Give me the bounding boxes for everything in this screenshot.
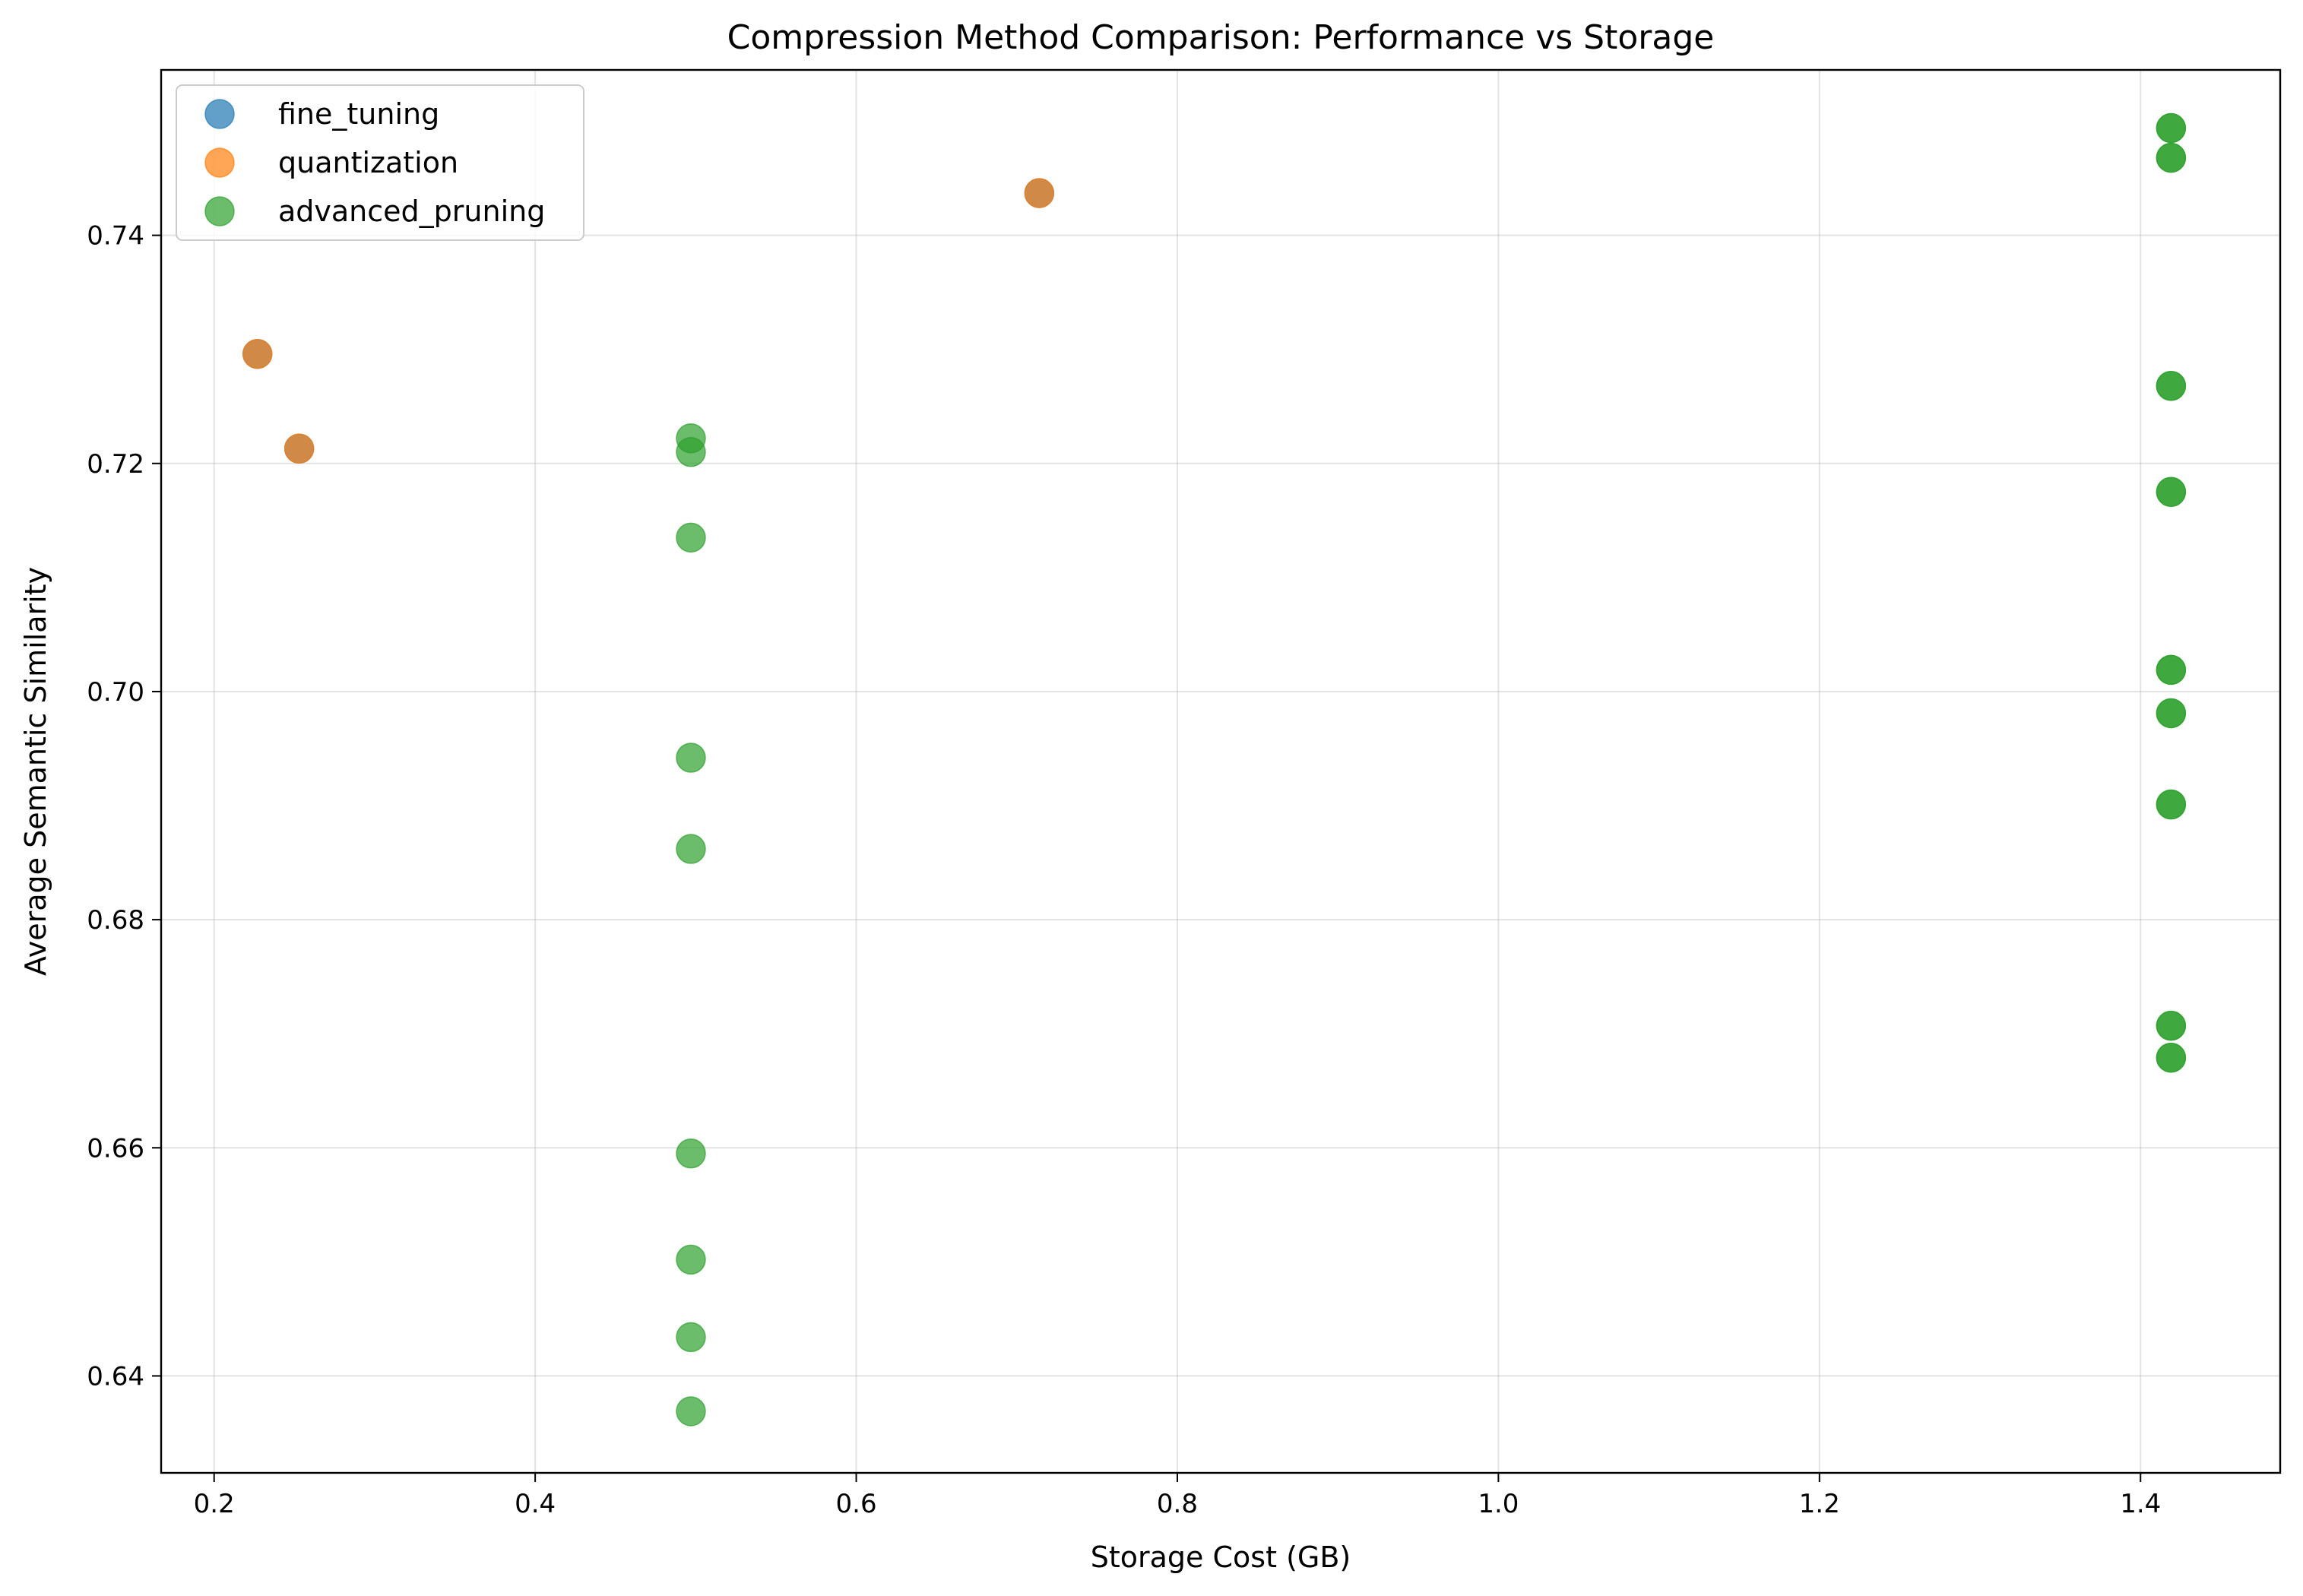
- x-axis-label: Storage Cost (GB): [1091, 1541, 1351, 1574]
- y-tick-label: 0.70: [87, 677, 144, 708]
- x-tick-label: 0.2: [194, 1489, 235, 1519]
- y-axis-label: Average Semantic Similarity: [19, 567, 52, 976]
- axis-ticks: 0.2 0.4 0.6 0.8 1.0 1.2 1.4 0.64 0.66 0.68 0.70 0.7…: [87, 221, 2161, 1519]
- legend-label: fine_tuning: [278, 97, 439, 131]
- data-point-advanced-pruning: [2156, 698, 2187, 729]
- x-tick-label: 0.6: [836, 1489, 877, 1519]
- data-point-advanced-pruning: [2156, 789, 2187, 820]
- x-tick-label: 1.4: [2120, 1489, 2161, 1519]
- data-point-advanced-pruning: [676, 1396, 706, 1427]
- legend-entries: fine_tuning quantization advanced_pruning: [204, 97, 545, 228]
- plot-area-frame: [160, 68, 2282, 1474]
- x-tick-label: 0.4: [515, 1489, 556, 1519]
- data-point-advanced-pruning: [676, 1322, 706, 1353]
- data-point-quantization: [284, 433, 315, 464]
- data-point-advanced-pruning: [676, 834, 706, 864]
- data-point-advanced-pruning: [2156, 142, 2187, 173]
- data-point-advanced-pruning: [676, 522, 706, 553]
- data-point-advanced-pruning: [676, 437, 706, 467]
- legend-label: advanced_pruning: [278, 195, 545, 228]
- data-point-advanced-pruning: [676, 743, 706, 773]
- legend-marker: [204, 147, 235, 178]
- legend-label: quantization: [278, 146, 458, 179]
- chart-title: Compression Method Comparison: Performan…: [727, 18, 1715, 57]
- data-point-advanced-pruning: [676, 1138, 706, 1169]
- y-tick-label: 0.68: [87, 905, 144, 936]
- legend-box: [176, 84, 584, 241]
- grid-lines: [161, 70, 2280, 1473]
- y-tick-label: 0.64: [87, 1361, 144, 1392]
- data-point-advanced-pruning: [2156, 1042, 2187, 1073]
- data-point-advanced-pruning: [2156, 112, 2187, 144]
- data-points: [242, 112, 2187, 1427]
- y-tick-label: 0.74: [87, 221, 144, 252]
- y-tick-label: 0.66: [87, 1133, 144, 1164]
- legend-marker: [204, 196, 235, 226]
- legend: fine_tuning quantization advanced_pruning: [176, 84, 584, 241]
- data-point-advanced-pruning: [2156, 1010, 2187, 1041]
- data-point-advanced-pruning: [2156, 477, 2187, 508]
- y-tick-label: 0.72: [87, 449, 144, 480]
- data-point-quantization: [242, 338, 273, 369]
- legend-marker: [204, 99, 235, 129]
- x-tick-label: 1.0: [1478, 1489, 1519, 1519]
- x-tick-label: 1.2: [1799, 1489, 1840, 1519]
- data-point-advanced-pruning: [676, 1244, 706, 1275]
- data-point-quantization: [1024, 178, 1055, 208]
- data-point-advanced-pruning: [2156, 654, 2187, 686]
- x-tick-label: 0.8: [1157, 1489, 1198, 1519]
- data-point-advanced-pruning: [2156, 370, 2187, 401]
